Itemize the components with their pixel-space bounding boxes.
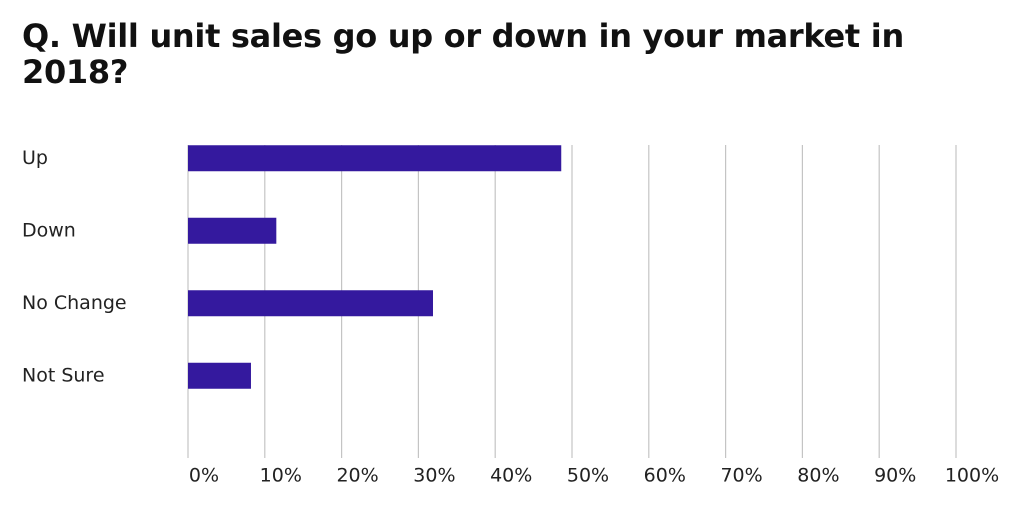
bar: [188, 362, 251, 389]
x-tick-label: 10%: [260, 465, 302, 487]
x-tick-label: 100%: [945, 465, 999, 487]
bar: [188, 290, 433, 317]
y-tick-label: Down: [22, 219, 76, 241]
x-tick-label: 0%: [189, 465, 219, 487]
bar: [188, 217, 277, 244]
x-tick-label: 30%: [413, 465, 455, 487]
x-tick-label: 50%: [567, 465, 609, 487]
x-tick-label: 40%: [490, 465, 532, 487]
x-tick-label: 60%: [644, 465, 686, 487]
y-tick-label: Up: [22, 147, 48, 169]
x-tick-label: 70%: [720, 465, 762, 487]
x-tick-label: 80%: [797, 465, 839, 487]
y-tick-label: No Change: [22, 292, 127, 314]
chart-title: Q. Will unit sales go up or down in your…: [22, 17, 904, 91]
x-tick-label: 20%: [336, 465, 378, 487]
bar: [188, 145, 562, 172]
y-tick-label: Not Sure: [22, 364, 105, 386]
x-tick-label: 90%: [874, 465, 916, 487]
